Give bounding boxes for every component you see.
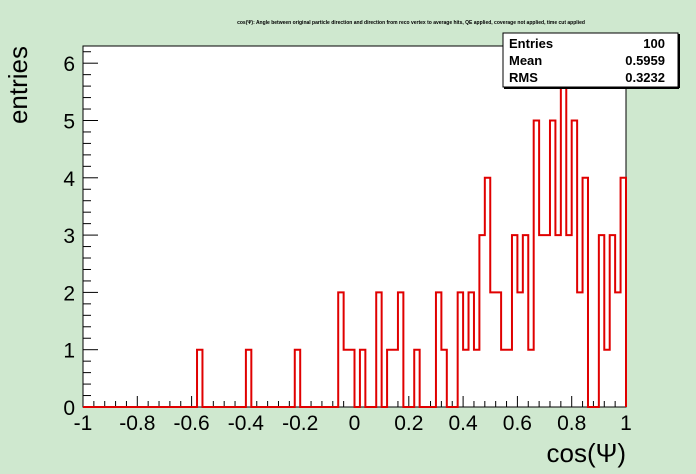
y-tick-label: 2 — [63, 282, 75, 305]
y-tick-label: 4 — [63, 168, 75, 191]
stats-entries-value: 100 — [643, 36, 665, 51]
axis-tick-labels: -1 -0.8 -0.6 -0.4 -0.2 0 0.2 0.4 0.6 0.8 1 0 1 2 3 4 5 6 — [63, 53, 632, 435]
stats-mean-label: Mean — [509, 53, 542, 68]
x-tick-label: -0.8 — [119, 412, 155, 435]
x-tick-label: -0.4 — [228, 412, 265, 435]
x-tick-label: 0.6 — [503, 412, 532, 435]
chart-title: cos(Ψ): Angle between original particle … — [237, 20, 585, 26]
x-tick-label: 1 — [620, 412, 632, 435]
x-tick-label: -1 — [74, 412, 93, 435]
stats-entries-label: Entries — [509, 36, 553, 51]
x-tick-label: 0.2 — [394, 412, 423, 435]
x-tick-label: 0.8 — [557, 412, 586, 435]
y-tick-label: 0 — [63, 397, 75, 420]
stats-box: Entries 100 Mean 0.5959 RMS 0.3232 — [502, 32, 680, 89]
x-tick-label: 0.4 — [448, 412, 478, 435]
y-tick-label: 6 — [63, 53, 75, 76]
y-tick-label: 1 — [63, 340, 75, 363]
plot-frame — [82, 45, 627, 408]
stats-rms-value: 0.3232 — [625, 70, 665, 85]
y-tick-label: 3 — [63, 225, 75, 248]
x-axis-label: cos(Ψ) — [547, 438, 627, 468]
x-tick-label: -0.6 — [174, 412, 210, 435]
histogram-line — [83, 62, 627, 408]
x-tick-label: 0 — [349, 412, 361, 435]
stats-rms-label: RMS — [509, 70, 538, 85]
y-tick-label: 5 — [63, 110, 75, 133]
y-axis-label: entries — [3, 46, 33, 124]
stats-mean-value: 0.5959 — [625, 53, 665, 68]
x-tick-label: -0.2 — [282, 412, 318, 435]
